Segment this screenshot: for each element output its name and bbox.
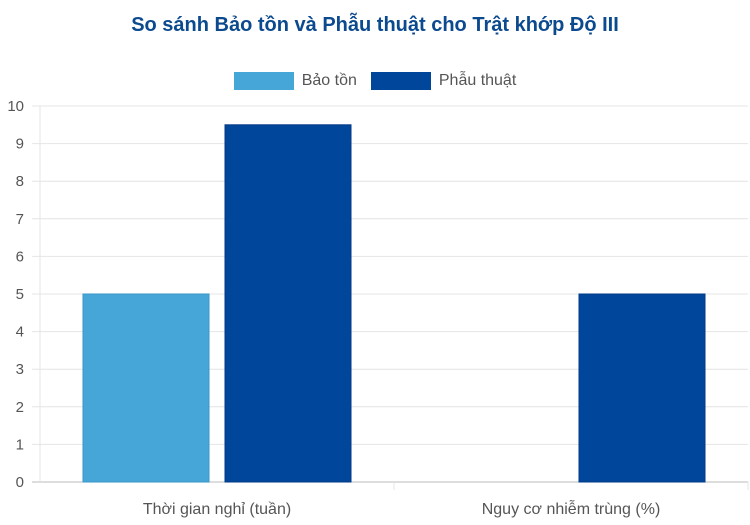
- legend-item-phau-thuat[interactable]: Phẫu thuật: [370, 72, 517, 90]
- legend-swatch-bao-ton: [233, 72, 294, 90]
- y-tick-label: 8: [16, 173, 24, 190]
- legend: Bảo tồn Phẫu thuật: [0, 72, 750, 90]
- y-tick-label: 1: [16, 436, 24, 453]
- y-tick-label: 4: [16, 324, 24, 341]
- x-tick-label: Nguy cơ nhiễm trùng (%): [482, 499, 661, 518]
- bar-phau-thuat: [224, 124, 352, 483]
- y-tick-label: 9: [16, 136, 24, 153]
- bar-bao-ton: [82, 293, 210, 483]
- y-tick-label: 10: [7, 98, 24, 115]
- bar-phau-thuat: [578, 293, 706, 483]
- chart-title: So sánh Bảo tồn và Phẫu thuật cho Trật k…: [131, 14, 619, 36]
- y-tick-label: 2: [16, 399, 24, 416]
- y-tick-label: 6: [16, 248, 24, 265]
- legend-label-bao-ton: Bảo tồn: [301, 72, 357, 89]
- x-tick-label: Thời gian nghỉ (tuần): [143, 501, 291, 518]
- legend-swatch-phau-thuat: [370, 72, 431, 90]
- y-tick-label: 3: [16, 361, 24, 378]
- legend-label-phau-thuat: Phẫu thuật: [438, 72, 517, 89]
- y-tick-label: 5: [16, 286, 24, 303]
- y-tick-label: 7: [16, 211, 24, 228]
- y-tick-label: 0: [16, 474, 24, 491]
- legend-item-bao-ton[interactable]: Bảo tồn: [233, 72, 357, 90]
